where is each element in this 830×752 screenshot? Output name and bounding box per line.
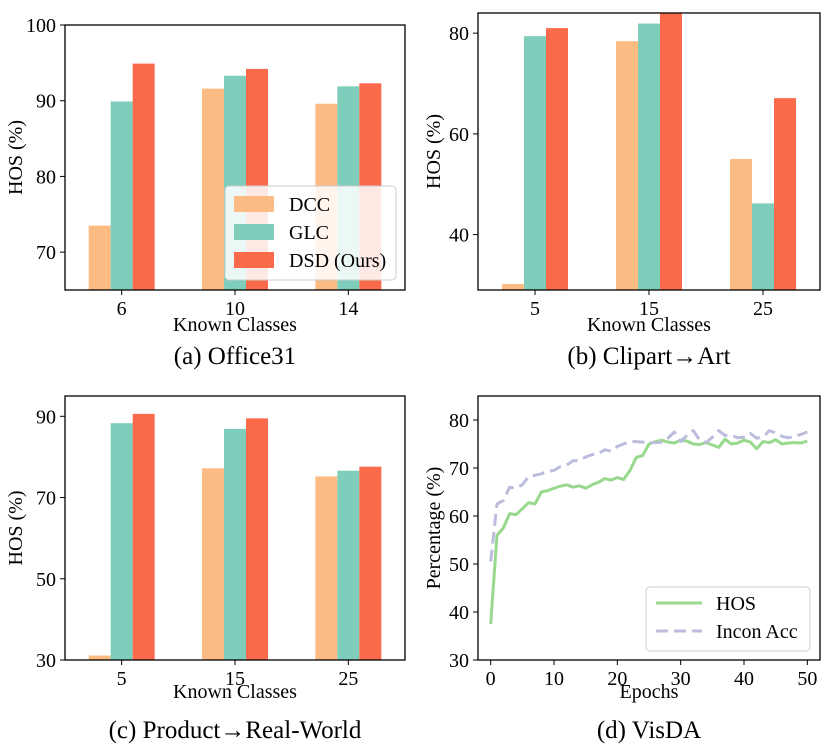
panel-caption: (b) Clipart→Art	[567, 343, 730, 370]
x-tick-label: 40	[734, 668, 754, 690]
bar-dcc-25	[315, 476, 338, 660]
bar-dsd-15	[660, 13, 682, 290]
x-tick-label: 10	[544, 668, 564, 690]
y-tick-label: 40	[449, 225, 469, 247]
bar-dcc-6	[88, 225, 111, 290]
y-tick-label: 80	[36, 166, 56, 188]
axes-frame	[477, 395, 821, 661]
bar-dsd-25	[774, 98, 796, 290]
x-axis-label: Known Classes	[587, 314, 711, 336]
y-tick-label: 90	[36, 406, 56, 428]
legend-label: GLC	[289, 222, 329, 244]
legend-swatch-dsd	[234, 252, 274, 268]
bar-dcc-25	[730, 159, 752, 290]
chart-panel-4: 30 40 50 60 70 80 0 10 20 30 40 50 Epochs Percentage …	[423, 395, 821, 744]
y-tick-label: 90	[36, 91, 56, 113]
bar-dsd-25	[359, 466, 382, 660]
y-axis-label: HOS (%)	[5, 491, 27, 566]
x-tick-label: 5	[530, 298, 540, 320]
bar-glc-5	[110, 423, 133, 660]
bar-dcc-15	[202, 468, 224, 660]
x-axis-label: Epochs	[620, 681, 679, 703]
bar-glc-6	[110, 101, 133, 290]
bar-dsd-5	[132, 413, 155, 660]
legend-label: HOS	[716, 593, 756, 615]
x-tick-label: 14	[338, 298, 358, 320]
y-axis-label: HOS (%)	[423, 114, 445, 189]
x-axis-label: Known Classes	[173, 314, 297, 336]
y-tick-label: 70	[36, 242, 56, 264]
bar-glc-25	[337, 470, 360, 660]
y-tick-label: 30	[36, 650, 56, 672]
x-tick-label: 15	[639, 298, 659, 320]
x-tick-label: 5	[117, 668, 127, 690]
legend-label: Incon Acc	[716, 621, 798, 643]
y-tick-label: 70	[36, 488, 56, 510]
legend: DCC GLC DSD (Ours)	[224, 185, 397, 281]
y-tick-label: 70	[449, 458, 469, 480]
y-tick-label: 40	[449, 602, 469, 624]
y-axis-label: Percentage (%)	[423, 467, 445, 590]
bar-dsd-5	[546, 28, 568, 290]
x-tick-label: 10	[225, 298, 245, 320]
x-axis-label: Known Classes	[173, 681, 297, 703]
line-incon-acc	[489, 429, 808, 562]
bar-glc-5	[524, 36, 546, 291]
bar-dcc-15	[616, 41, 638, 290]
bar-glc-25	[752, 203, 774, 290]
chart-panel-3: 30 50 70 90 5 15 25 Known Classes HOS (%) (c) Pro…	[5, 395, 406, 744]
axes-frame	[477, 12, 821, 291]
panel-caption: (a) Office31	[174, 343, 296, 370]
y-tick-label: 30	[449, 650, 469, 672]
x-tick-label: 25	[753, 298, 773, 320]
y-tick-label: 60	[449, 124, 469, 146]
y-tick-label: 50	[449, 554, 469, 576]
bar-dsd-6	[132, 63, 155, 290]
axes-frame	[64, 395, 406, 661]
x-tick-label: 30	[671, 668, 691, 690]
bar-dsd-15	[246, 418, 268, 660]
x-tick-label: 20	[607, 668, 627, 690]
x-tick-label: 6	[117, 298, 127, 320]
y-tick-label: 50	[36, 569, 56, 591]
legend-label: DCC	[289, 194, 330, 216]
bar-dcc-5	[502, 283, 524, 290]
axes-frame	[64, 24, 406, 291]
y-tick-label: 80	[449, 410, 469, 432]
chart-panel-1: 70 80 90 100 6 10 14 Known Classes HOS (%) (a) Of…	[5, 15, 406, 370]
x-tick-label: 50	[797, 668, 817, 690]
y-tick-label: 100	[26, 15, 56, 37]
bar-dcc-10	[202, 88, 224, 290]
chart-panel-2: 40 60 80 5 15 25 Known Classes HOS (%) (b) Clipa…	[423, 12, 821, 370]
bar-dcc-5	[88, 655, 111, 660]
y-tick-label: 80	[449, 23, 469, 45]
panel-caption: (c) Product→Real-World	[109, 717, 362, 744]
legend-label: DSD (Ours)	[289, 250, 386, 272]
x-tick-label: 15	[225, 668, 245, 690]
y-tick-label: 60	[449, 506, 469, 528]
legend-swatch-glc	[234, 224, 274, 240]
legend-swatch-dcc	[234, 196, 274, 212]
x-tick-label: 0	[486, 668, 496, 690]
line-hos	[489, 437, 808, 625]
panel-caption: (d) VisDA	[597, 717, 701, 744]
y-axis-label: HOS (%)	[5, 120, 27, 195]
bar-glc-15	[638, 23, 660, 291]
x-tick-label: 25	[338, 668, 358, 690]
legend: HOS Incon Acc	[645, 586, 811, 652]
bar-glc-15	[224, 428, 246, 660]
